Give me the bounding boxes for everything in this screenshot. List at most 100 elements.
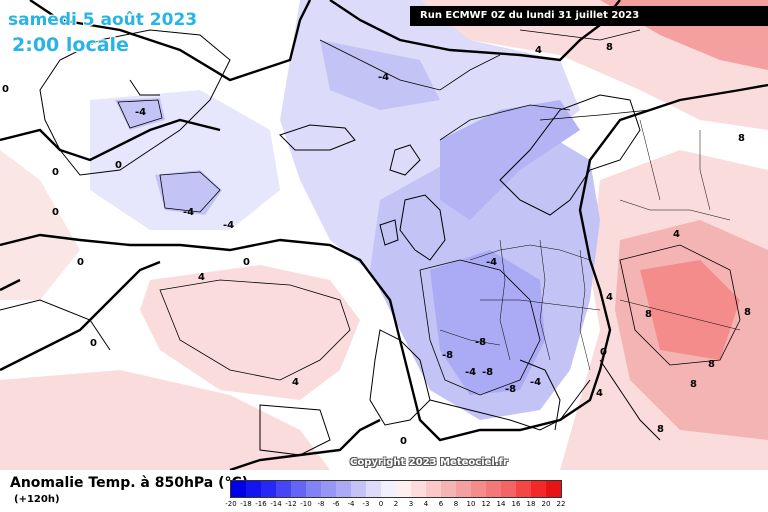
warm-anomaly-area-west — [0, 150, 80, 300]
isotherm-lines — [117, 29, 741, 396]
cold-anomaly-area-greenland-sea — [320, 40, 440, 110]
forecast-date: samedi 5 août 2023 — [8, 10, 198, 30]
isotherm-label: -4 — [183, 207, 194, 218]
color-scale-tick-label: 12 — [481, 500, 491, 508]
isotherm-label: -4 — [135, 107, 146, 118]
isotherm-label: 8 — [657, 424, 664, 435]
color-scale-swatch — [276, 481, 291, 497]
color-scale-tick-label: 16 — [511, 500, 521, 508]
color-scale-tick-label: 6 — [438, 500, 444, 508]
color-scale-swatch — [261, 481, 276, 497]
color-scale-swatch — [471, 481, 486, 497]
color-scale-tick-label: -10 — [300, 500, 312, 508]
isotherm-label: -4 — [486, 257, 497, 268]
isotherm-label: 0 — [2, 84, 9, 95]
isotherm-label: 0 — [90, 338, 97, 349]
isotherm-label: -8 — [482, 367, 493, 378]
color-scale-tick-label: 18 — [526, 500, 536, 508]
isotherm-label: -4 — [530, 377, 541, 388]
isotherm-label: 8 — [744, 307, 751, 318]
isotherm-label: -8 — [475, 337, 486, 348]
color-scale-tick-label: 14 — [496, 500, 506, 508]
color-scale-swatch — [381, 481, 396, 497]
color-scale-swatch — [396, 481, 411, 497]
isotherm-label: -4 — [223, 220, 234, 231]
color-scale-swatch — [231, 481, 246, 497]
isotherm-label: 4 — [596, 388, 603, 399]
isotherm-label: 0 — [115, 160, 122, 171]
zero-isotherms — [0, 0, 768, 470]
color-scale-swatch — [546, 481, 561, 497]
isotherm-label: 8 — [606, 42, 613, 53]
color-scale-ticks: -20 -18 -16 -14 -12 -10 -8 -6 -4 -3 0 2 3 4 6 8 10 12 14 16… — [225, 500, 570, 510]
isotherm-label: 0 — [52, 207, 59, 218]
color-scale-swatch — [336, 481, 351, 497]
isotherm-label: -8 — [505, 384, 516, 395]
isotherm-label: 8 — [690, 379, 697, 390]
color-scale-swatch — [486, 481, 501, 497]
color-scale-tick-label: -4 — [347, 500, 355, 508]
color-scale-swatch — [501, 481, 516, 497]
color-scale-swatch — [516, 481, 531, 497]
model-run-banner: Run ECMWF 0Z du lundi 31 juillet 2023 — [410, 6, 768, 26]
color-scale-tick-label: 20 — [541, 500, 551, 508]
isotherm-label: 4 — [198, 272, 205, 283]
cold-anomaly-area-atlantic — [155, 170, 222, 215]
color-scale-tick-label: 2 — [393, 500, 399, 508]
color-scale-swatch — [291, 481, 306, 497]
color-scale-tick-label: 22 — [556, 500, 566, 508]
color-scale-swatch — [441, 481, 456, 497]
map-legend: Anomalie Temp. à 850hPa (°C) (+120h) -20… — [0, 470, 768, 512]
color-scale-tick-label: -18 — [240, 500, 252, 508]
temperature-anomaly-map: -4 -4 -4 -4 -4 -8 -8 -8 -8 -4 -4 0 0 0 0… — [0, 0, 768, 470]
color-scale-tick-label: -6 — [332, 500, 340, 508]
isotherm-label: 8 — [645, 309, 652, 320]
isotherm-label: 0 — [600, 347, 607, 358]
color-scale-tick-label: 10 — [466, 500, 476, 508]
isotherm-label: 4 — [292, 377, 299, 388]
isotherm-label: 4 — [673, 229, 680, 240]
warm-anomaly-area-atlantic-south — [0, 370, 330, 470]
color-scale-tick-label: -20 — [225, 500, 237, 508]
color-scale-tick-label: -16 — [255, 500, 267, 508]
warm-anomaly-area-atlantic — [140, 265, 360, 400]
color-scale-tick-label: 0 — [378, 500, 384, 508]
color-scale-tick-label: -14 — [270, 500, 282, 508]
color-scale-swatch — [531, 481, 546, 497]
lead-time: (+120h) — [14, 494, 60, 505]
isotherm-value-labels: -4 -4 -4 -4 -4 -8 -8 -8 -8 -4 -4 0 0 0 0… — [2, 42, 751, 447]
country-borders — [439, 119, 741, 371]
isotherm-label: -4 — [465, 367, 476, 378]
color-scale-tick-label: -12 — [285, 500, 297, 508]
isotherm-label: -8 — [442, 350, 453, 361]
color-scale-tick-label: 8 — [453, 500, 459, 508]
isotherm-label: 8 — [738, 133, 745, 144]
copyright-notice: Copyright 2023 Meteociel.fr — [350, 457, 508, 468]
color-scale-swatch — [351, 481, 366, 497]
color-scale-swatch — [411, 481, 426, 497]
color-scale-tick-label: 4 — [423, 500, 429, 508]
color-scale-tick-label: 3 — [408, 500, 414, 508]
color-scale-swatch — [456, 481, 471, 497]
color-scale-swatch — [321, 481, 336, 497]
isotherm-label: 0 — [243, 257, 250, 268]
isotherm-label: 4 — [535, 45, 542, 56]
warm-anomaly-area-east-core — [640, 260, 740, 360]
isotherm-label: 0 — [400, 436, 407, 447]
color-scale-tick-label: -3 — [362, 500, 370, 508]
isotherm-label: 0 — [52, 167, 59, 178]
color-scale-tick-label: -8 — [317, 500, 325, 508]
color-scale-swatch — [306, 481, 321, 497]
color-scale — [230, 480, 562, 498]
isotherm-label: 0 — [77, 257, 84, 268]
map-canvas: -4 -4 -4 -4 -4 -8 -8 -8 -8 -4 -4 0 0 0 0… — [0, 0, 768, 470]
color-scale-swatch — [426, 481, 441, 497]
parameter-title: Anomalie Temp. à 850hPa (°C) — [10, 475, 249, 491]
color-scale-swatch — [366, 481, 381, 497]
isotherm-label: 4 — [606, 292, 613, 303]
forecast-time: 2:00 locale — [12, 34, 129, 56]
isotherm-label: 8 — [708, 359, 715, 370]
coastlines — [0, 29, 661, 456]
isotherm-label: -4 — [378, 72, 389, 83]
